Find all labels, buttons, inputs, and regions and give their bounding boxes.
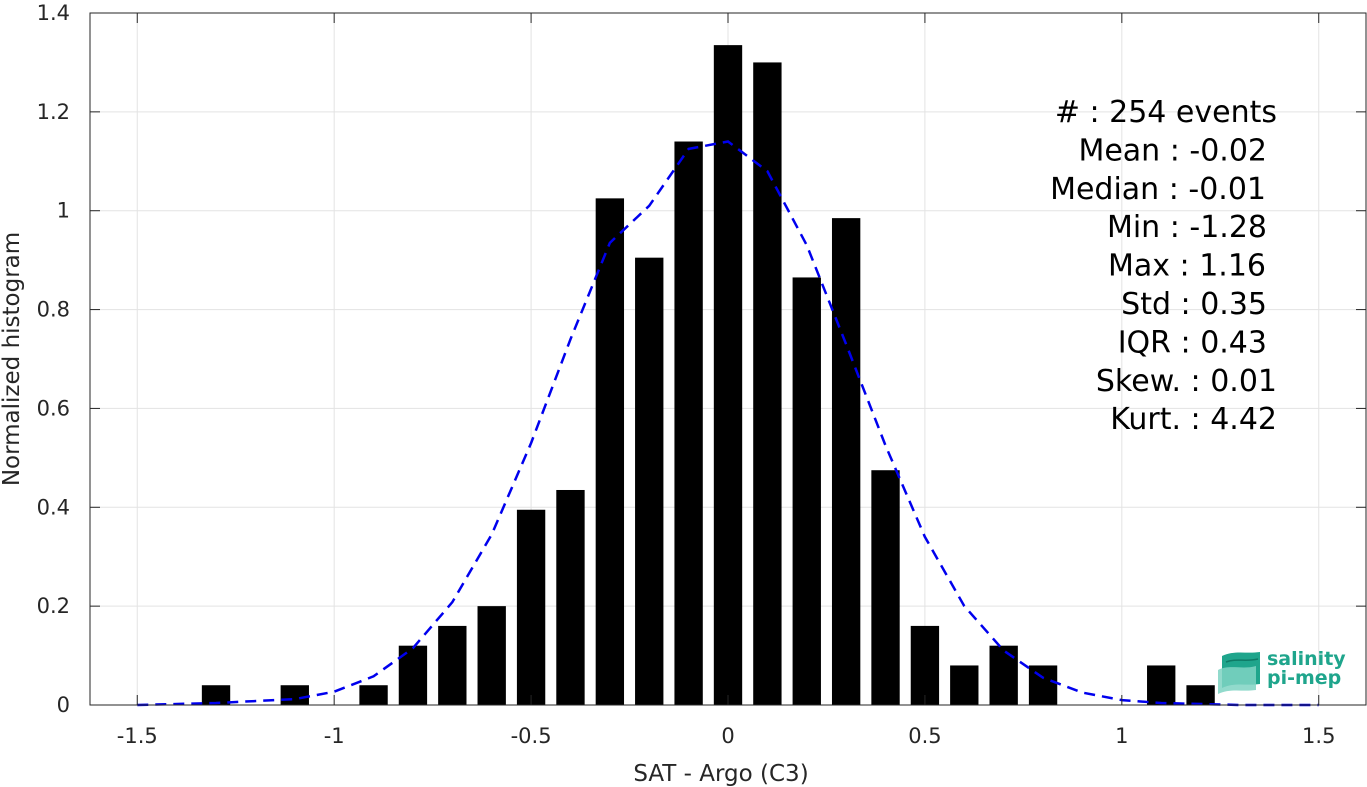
- stats-line: Max : 1.16: [1108, 249, 1266, 284]
- histogram-bar: [1186, 685, 1215, 705]
- x-tick-label: 1: [1115, 724, 1128, 748]
- histogram-bar: [831, 218, 861, 705]
- tick-labels: -1.5 -1 -0.5 0 0.5 1 1.5 0 0.2 0.4 0.6 0.8 1 1.2 1.4: [37, 1, 1336, 748]
- y-tick-label: 1: [57, 199, 70, 223]
- logo-text-pimep: pi-mep: [1267, 667, 1342, 689]
- y-tick-label: 0.8: [37, 298, 70, 322]
- y-tick-label: 0.4: [37, 495, 70, 519]
- x-tick-label: 0.5: [908, 724, 941, 748]
- x-tick-label: -1.5: [117, 724, 158, 748]
- histogram-bar: [201, 685, 231, 705]
- y-tick-label: 0.6: [37, 396, 70, 420]
- histogram-bar: [871, 470, 900, 705]
- y-tick-label: 0: [57, 693, 70, 717]
- histogram-bar: [280, 685, 309, 705]
- stats-line: Std : 0.35: [1121, 287, 1267, 322]
- histogram-bar: [792, 277, 821, 705]
- wave-logo-icon: [1218, 652, 1260, 694]
- x-tick-label: -0.5: [511, 724, 552, 748]
- histogram-bar: [477, 606, 506, 705]
- stats-line: Skew. : 0.01: [1096, 364, 1277, 399]
- stats-line: IQR : 0.43: [1118, 325, 1267, 360]
- histogram-bar: [1147, 665, 1176, 705]
- histogram-bar: [438, 625, 467, 705]
- histogram-bar: [359, 685, 388, 705]
- stats-line: Median : -0.01: [1050, 172, 1266, 207]
- histogram-bars: [201, 45, 1215, 706]
- histogram-bar: [635, 257, 664, 705]
- y-tick-label: 1.2: [37, 100, 70, 124]
- x-tick-label: -1: [324, 724, 345, 748]
- histogram-bar: [753, 62, 782, 705]
- y-tick-label: 0.2: [37, 594, 70, 618]
- axes-box: [89, 12, 1367, 706]
- histogram-bar: [950, 665, 979, 705]
- histogram-bar: [595, 198, 625, 705]
- histogram-bar: [516, 509, 546, 705]
- histogram-bar: [713, 45, 743, 706]
- logo-text-salinity: salinity: [1267, 648, 1346, 670]
- stats-line: Mean : -0.02: [1078, 133, 1267, 168]
- x-tick-label: 0: [721, 724, 734, 748]
- salinity-pimep-logo: salinity pi-mep: [1216, 646, 1366, 696]
- histogram-bar: [674, 141, 703, 705]
- x-axis-label: SAT - Argo (C3): [633, 761, 808, 787]
- x-tick-label: 1.5: [1302, 724, 1335, 748]
- y-axis-label: Normalized histogram: [0, 232, 25, 486]
- histogram-bar: [989, 645, 1018, 705]
- stats-line: # : 254 events: [1055, 95, 1277, 130]
- fit-curve-layer: [137, 140, 1319, 707]
- fit-curve: [137, 140, 1319, 707]
- y-tick-label: 1.4: [37, 1, 70, 25]
- histogram-bar: [1028, 665, 1058, 705]
- histogram-bar: [556, 489, 585, 705]
- stats-line: Min : -1.28: [1107, 210, 1267, 245]
- stats-line: Kurt. : 4.42: [1110, 402, 1277, 437]
- histogram-bar: [910, 625, 940, 705]
